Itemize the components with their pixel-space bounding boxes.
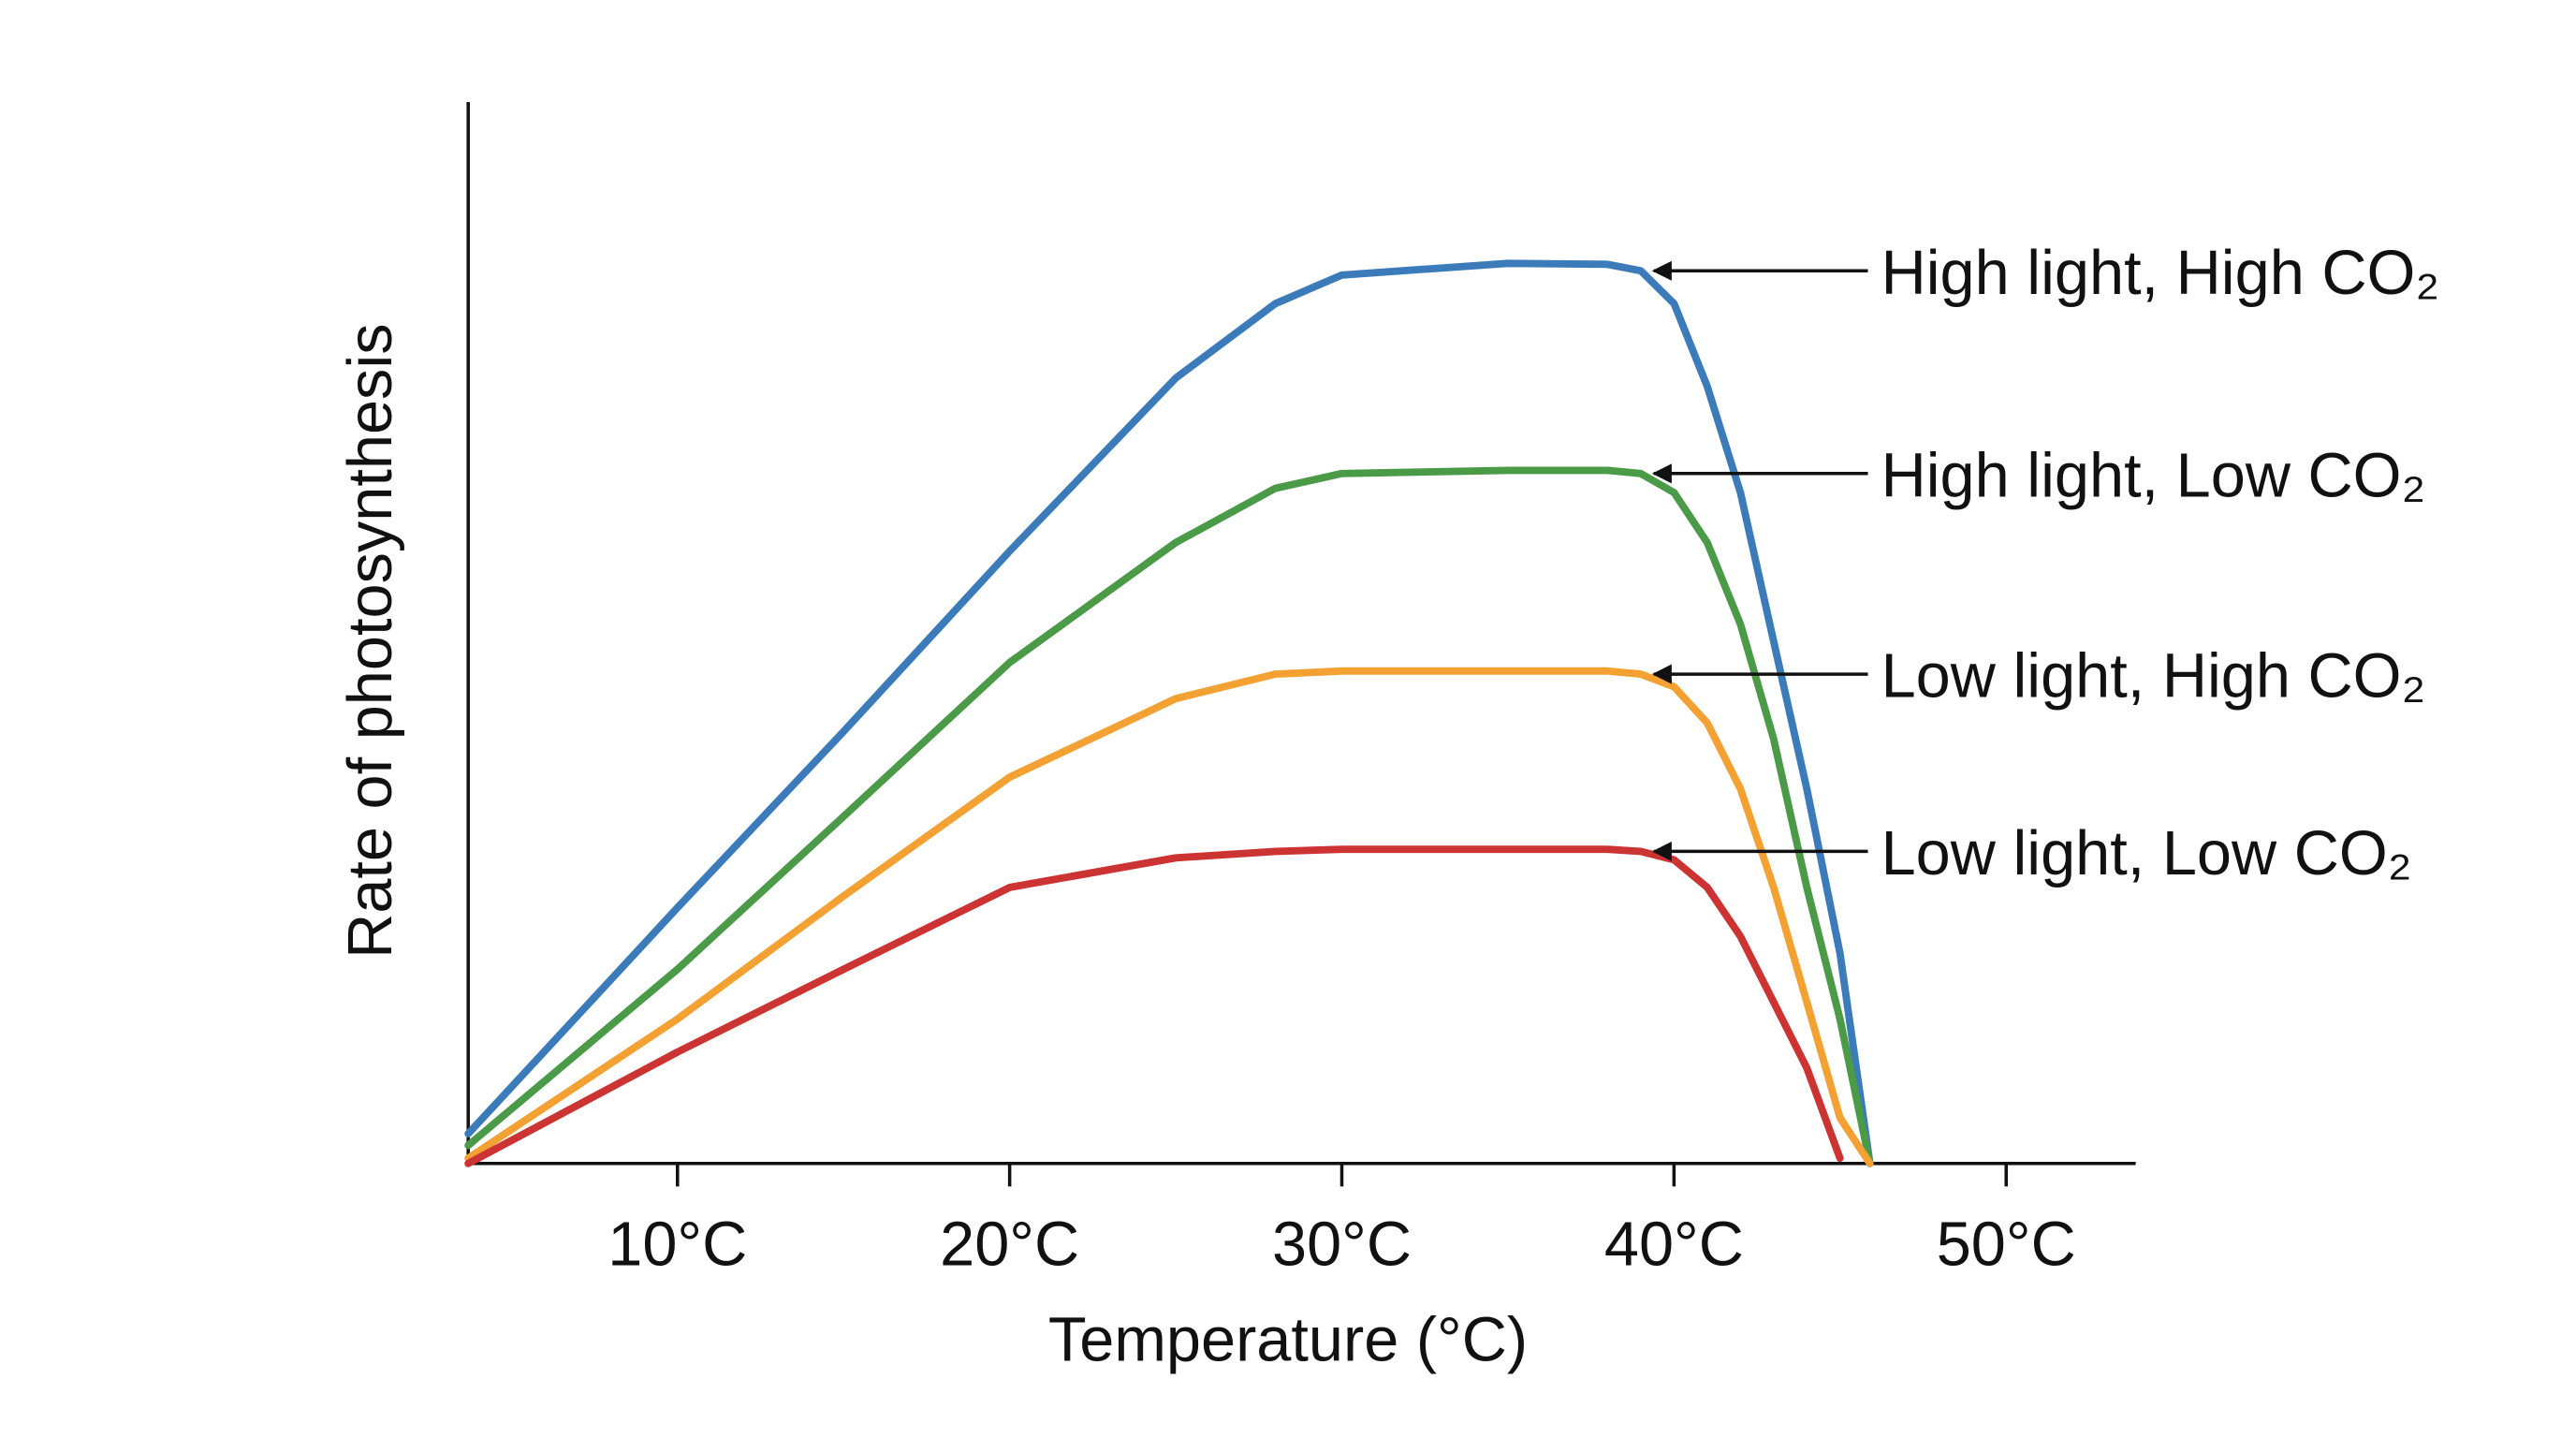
series-label: Low light, High CO₂ [1881,642,2426,712]
series-line [464,667,1874,1167]
series-line [464,466,1874,1167]
y-axis-title: Rate of photosynthesis [336,323,405,958]
x-tick-label: 50°C [1937,1211,2076,1280]
x-axis-title: Temperature (°C) [1048,1305,1528,1374]
series-line [464,259,1874,1167]
series-line [464,845,1844,1167]
series-label: Low light, Low CO₂ [1881,819,2412,888]
series-label: High light, Low CO₂ [1881,441,2426,510]
x-tick-label: 40°C [1604,1211,1744,1280]
x-tick-label: 30°C [1272,1211,1412,1280]
x-tick-label: 10°C [607,1211,747,1280]
x-tick-label: 20°C [940,1211,1079,1280]
series-label: High light, High CO₂ [1881,239,2440,308]
